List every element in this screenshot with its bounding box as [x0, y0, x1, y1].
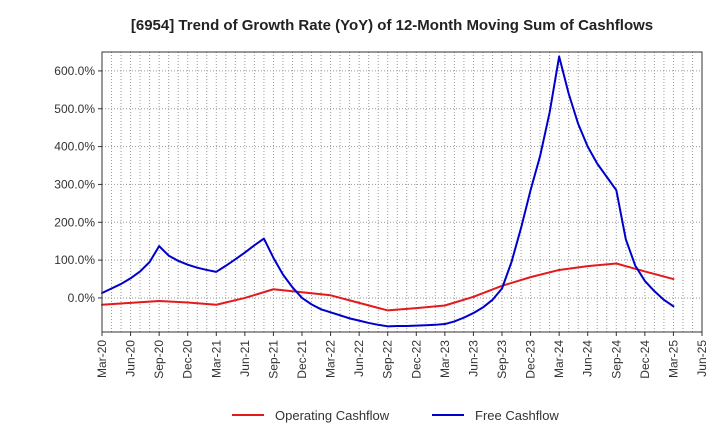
x-tick-label: Mar-23 — [438, 340, 452, 378]
x-tick-label: Mar-21 — [209, 340, 223, 378]
series-lines — [101, 55, 675, 328]
x-tick-label: Sep-22 — [381, 340, 395, 379]
x-tick-label: Dec-20 — [181, 340, 195, 379]
x-tick-label: Jun-24 — [581, 340, 595, 377]
series-line-free-cashflow — [101, 55, 675, 328]
y-tick-label: 500.0% — [54, 102, 95, 116]
x-tick-label: Mar-20 — [95, 340, 109, 378]
y-tick-label: 600.0% — [54, 64, 95, 78]
x-tick-label: Jun-20 — [124, 340, 138, 377]
chart-title: [6954] Trend of Growth Rate (YoY) of 12-… — [131, 17, 653, 34]
x-tick-label: Sep-20 — [152, 340, 166, 379]
legend: Operating Cashflow Free Cashflow — [232, 408, 559, 423]
y-tick-label: 0.0% — [68, 291, 96, 305]
legend-label: Free Cashflow — [475, 408, 559, 423]
x-tick-label: Dec-22 — [409, 340, 423, 379]
plot-area-frame — [101, 51, 703, 333]
x-axis: Mar-20 Jun-20 Sep-20 Dec-20 Mar-21 Jun-21 Sep-… — [95, 332, 709, 379]
series-line-operating-cashflow — [101, 262, 675, 312]
x-tick-label: Jun-23 — [466, 340, 480, 377]
x-tick-label: Jun-25 — [695, 340, 709, 377]
x-tick-label: Mar-22 — [324, 340, 338, 378]
y-axis: 0.0% 100.0% 200.0% 300.0% 400.0% 500.0% 600.0% — [54, 64, 102, 305]
x-tick-label: Mar-25 — [666, 340, 680, 378]
x-tick-label: Sep-24 — [609, 340, 623, 379]
y-tick-label: 100.0% — [54, 253, 95, 267]
y-tick-label: 200.0% — [54, 215, 95, 229]
y-tick-label: 300.0% — [54, 177, 95, 191]
x-tick-label: Dec-21 — [295, 340, 309, 379]
x-tick-label: Mar-24 — [552, 340, 566, 378]
x-tick-label: Sep-21 — [266, 340, 280, 379]
y-tick-label: 400.0% — [54, 140, 95, 154]
x-tick-label: Dec-24 — [638, 340, 652, 379]
legend-label: Operating Cashflow — [275, 408, 390, 423]
x-tick-label: Jun-21 — [238, 340, 252, 377]
x-tick-label: Sep-23 — [495, 340, 509, 379]
x-tick-label: Dec-23 — [524, 340, 538, 379]
x-tick-label: Jun-22 — [352, 340, 366, 377]
grid — [101, 52, 703, 332]
